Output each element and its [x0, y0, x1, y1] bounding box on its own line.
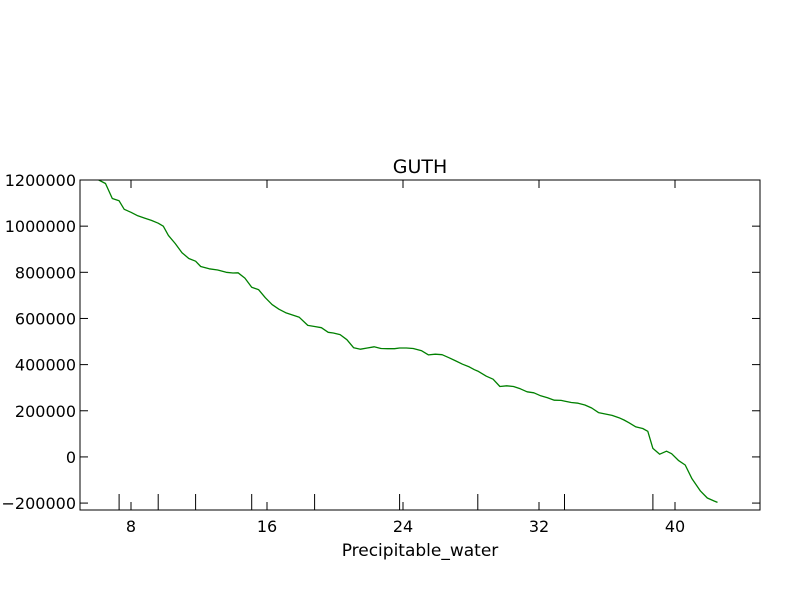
series-line-0 — [98, 180, 718, 504]
axes-frame — [79, 179, 761, 511]
y-tick-label: 600000 — [15, 309, 76, 328]
x-axis-label: Precipitable_water — [342, 541, 499, 561]
x-tick-label: 40 — [665, 517, 685, 536]
x-tick-labels: 8 16 24 32 40 — [126, 517, 685, 536]
y-tick-label: 1000000 — [5, 217, 76, 236]
x-tick-label: 24 — [393, 517, 413, 536]
x-tick-label: 8 — [126, 517, 136, 536]
ticks-layer — [80, 179, 760, 510]
series-layer — [98, 180, 718, 504]
y-tick-label: 800000 — [15, 263, 76, 282]
y-tick-label: 0 — [66, 448, 76, 467]
y-tick-labels: −200000 0 200000 400000 600000 800000 1000000 1… — [2, 171, 76, 513]
x-tick-label: 32 — [529, 517, 549, 536]
x-tick-label: 16 — [257, 517, 277, 536]
y-tick-label: 400000 — [15, 356, 76, 375]
chart-title: GUTH — [393, 156, 448, 178]
y-tick-label: 1200000 — [5, 171, 76, 190]
y-tick-label: 200000 — [15, 402, 76, 421]
y-tick-label: −200000 — [2, 494, 76, 513]
